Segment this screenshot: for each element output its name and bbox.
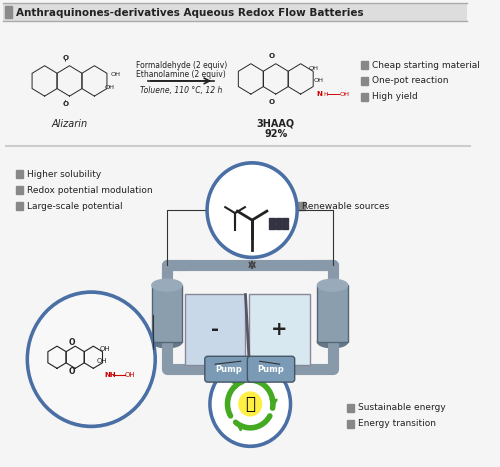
Ellipse shape <box>318 336 348 348</box>
Text: Sustainable energy: Sustainable energy <box>358 403 446 412</box>
Text: NH: NH <box>104 372 116 378</box>
Bar <box>276 224 281 229</box>
Text: O: O <box>268 53 275 59</box>
Text: OH: OH <box>105 85 115 90</box>
Circle shape <box>210 361 291 447</box>
Bar <box>361 61 368 69</box>
Text: -: - <box>211 320 219 339</box>
Bar <box>282 218 288 223</box>
Text: Formaldehyde (2 equiv): Formaldehyde (2 equiv) <box>136 61 227 70</box>
Text: +: + <box>272 320 288 339</box>
Circle shape <box>239 392 262 416</box>
Ellipse shape <box>318 279 348 291</box>
FancyBboxPatch shape <box>185 294 246 365</box>
Circle shape <box>30 295 153 424</box>
Text: 3HAAQ: 3HAAQ <box>256 119 295 129</box>
Text: High yield: High yield <box>372 92 418 101</box>
Circle shape <box>212 364 288 444</box>
Text: OH: OH <box>124 372 136 378</box>
Text: OH: OH <box>110 71 120 77</box>
Text: Pump: Pump <box>258 365 284 374</box>
Text: O: O <box>69 368 75 376</box>
Ellipse shape <box>152 279 182 291</box>
Text: O: O <box>62 55 68 61</box>
Text: OH: OH <box>100 347 110 352</box>
Text: Energy transition: Energy transition <box>358 419 436 428</box>
Bar <box>16 186 23 194</box>
Bar <box>361 77 368 85</box>
Bar <box>5 7 12 18</box>
Text: Toluene, 110 °C, 12 h: Toluene, 110 °C, 12 h <box>140 86 222 95</box>
Circle shape <box>27 292 156 427</box>
Bar <box>269 218 275 223</box>
Text: Redox potential modulation: Redox potential modulation <box>27 186 152 195</box>
Text: Anthraquinones-derivatives Aqueous Redox Flow Batteries: Anthraquinones-derivatives Aqueous Redox… <box>16 8 363 18</box>
Text: O: O <box>69 338 75 347</box>
Ellipse shape <box>152 336 182 348</box>
Bar <box>16 202 23 210</box>
FancyBboxPatch shape <box>250 294 310 365</box>
Circle shape <box>206 163 298 258</box>
Text: Alizarin: Alizarin <box>52 119 88 129</box>
Text: 💡: 💡 <box>245 395 255 413</box>
Circle shape <box>210 165 294 255</box>
FancyBboxPatch shape <box>318 285 348 342</box>
Text: O: O <box>268 99 275 105</box>
FancyBboxPatch shape <box>205 356 252 382</box>
Text: OH: OH <box>340 92 349 97</box>
Bar <box>298 202 305 210</box>
Bar <box>346 420 354 428</box>
Text: Renewable sources: Renewable sources <box>302 202 390 211</box>
Text: Pump: Pump <box>215 365 242 374</box>
Text: O: O <box>62 101 68 107</box>
Text: OH: OH <box>96 358 107 364</box>
Bar <box>361 93 368 101</box>
Bar <box>16 170 23 178</box>
Text: N: N <box>316 91 322 97</box>
Bar <box>282 224 288 229</box>
Text: Ethanolamine (2 equiv): Ethanolamine (2 equiv) <box>136 71 226 79</box>
Text: Higher solubility: Higher solubility <box>27 170 101 179</box>
Text: Large-scale potential: Large-scale potential <box>27 202 122 211</box>
Bar <box>269 224 275 229</box>
Text: OH: OH <box>308 66 318 71</box>
Bar <box>276 218 281 223</box>
FancyBboxPatch shape <box>4 3 467 21</box>
Text: 92%: 92% <box>264 128 287 139</box>
Bar <box>346 404 354 412</box>
Text: Cheap starting material: Cheap starting material <box>372 61 480 70</box>
Text: OH: OH <box>314 78 324 83</box>
Text: H: H <box>323 92 328 97</box>
Text: One-pot reaction: One-pot reaction <box>372 77 449 85</box>
FancyBboxPatch shape <box>248 356 294 382</box>
FancyBboxPatch shape <box>152 285 182 342</box>
